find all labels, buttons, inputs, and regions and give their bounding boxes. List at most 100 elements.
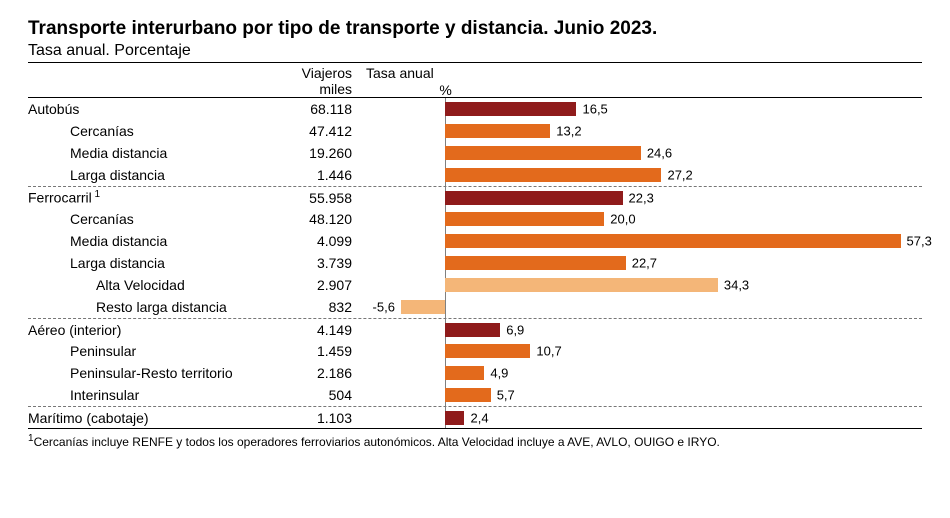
rate-bar (445, 388, 490, 402)
group-row: Autobús68.118 16,5 (28, 98, 922, 120)
sub-row: Media distancia19.260 24,6 (28, 142, 922, 164)
row-value: 47.412 (268, 123, 366, 139)
rate-value-label: 16,5 (582, 102, 607, 117)
rate-bar (445, 168, 661, 182)
row-label: Larga distancia (28, 255, 268, 271)
rate-bar (445, 212, 604, 226)
row-value: 1.446 (268, 167, 366, 183)
sub-row: Larga distancia1.446 27,2 (28, 164, 922, 186)
row-value: 2.186 (268, 365, 366, 381)
row-bar-cell: 34,3 (366, 274, 922, 296)
row-label: Media distancia (28, 233, 268, 249)
rate-value-label: 10,7 (536, 344, 561, 359)
sub-row: Alta Velocidad2.907 34,3 (28, 274, 922, 296)
row-bar-cell: 6,9 (366, 319, 922, 340)
row-label: Media distancia (28, 145, 268, 161)
rate-bar (401, 300, 445, 314)
row-label: Alta Velocidad (28, 277, 268, 293)
col-rate-label: Tasa anual (366, 65, 922, 81)
row-value: 48.120 (268, 211, 366, 227)
row-bar-cell: 16,5 (366, 98, 922, 120)
row-bar-cell: 13,2 (366, 120, 922, 142)
row-value: 832 (268, 299, 366, 315)
row-label: Ferrocarril 1 (28, 189, 268, 206)
row-bar-cell: 4,9 (366, 362, 922, 384)
row-value: 3.739 (268, 255, 366, 271)
rate-bar (445, 256, 625, 270)
row-label: Aéreo (interior) (28, 322, 268, 338)
sub-row: Cercanías48.12020,0 (28, 208, 922, 230)
rate-value-label: 57,3 (907, 234, 932, 249)
col-rate-unit: % (439, 82, 451, 98)
row-label: Marítimo (cabotaje) (28, 410, 268, 426)
row-label: Larga distancia (28, 167, 268, 183)
rate-bar (445, 323, 500, 337)
row-value: 1.103 (268, 410, 366, 426)
group-row: Marítimo (cabotaje)1.103 2,4 (28, 406, 922, 428)
sub-row: Larga distancia3.739 22,7 (28, 252, 922, 274)
header-row-sub: miles % (28, 81, 922, 98)
col-travelers-label: Viajeros (268, 65, 366, 81)
row-value: 2.907 (268, 277, 366, 293)
data-rows: Autobús68.11816,5Cercanías47.41213,2Medi… (28, 98, 922, 429)
rate-value-label: 4,9 (490, 366, 508, 381)
row-bar-cell: 22,3 (366, 187, 922, 208)
sub-row: Peninsular1.459 10,7 (28, 340, 922, 362)
rate-bar (445, 191, 622, 205)
group-row: Ferrocarril 155.958 22,3 (28, 186, 922, 208)
header-row-top: Viajeros Tasa anual (28, 65, 922, 81)
row-bar-cell: 24,6 (366, 142, 922, 164)
sub-row: Peninsular-Resto territorio2.186 4,9 (28, 362, 922, 384)
row-value: 1.459 (268, 343, 366, 359)
zero-axis (445, 296, 446, 318)
rate-bar (445, 146, 640, 160)
sub-row: Cercanías47.412 13,2 (28, 120, 922, 142)
row-label: Peninsular-Resto territorio (28, 365, 268, 381)
rate-bar (445, 124, 550, 138)
row-bar-cell: 27,2 (366, 164, 922, 186)
group-row: Aéreo (interior)4.149 6,9 (28, 318, 922, 340)
rate-value-label: 24,6 (647, 146, 672, 161)
row-label: Resto larga distancia (28, 299, 268, 315)
rate-value-label: 22,3 (629, 190, 654, 205)
row-value: 19.260 (268, 145, 366, 161)
row-bar-cell: 5,7 (366, 384, 922, 406)
rate-value-label: 5,7 (497, 388, 515, 403)
row-bar-cell: 2,4 (366, 407, 922, 428)
rate-value-label: 34,3 (724, 278, 749, 293)
col-travelers-unit: miles (268, 81, 366, 98)
rate-value-label: 2,4 (470, 410, 488, 425)
row-bar-cell: 20,0 (366, 208, 922, 230)
rate-value-label: 6,9 (506, 322, 524, 337)
row-value: 68.118 (268, 101, 366, 117)
sub-row: Interinsular504 5,7 (28, 384, 922, 406)
rate-bar (445, 344, 530, 358)
rate-bar (445, 366, 484, 380)
row-value: 55.958 (268, 190, 366, 206)
row-label: Cercanías (28, 123, 268, 139)
rate-bar (445, 411, 464, 425)
rate-bar (445, 278, 717, 292)
rate-value-label: -5,6 (373, 300, 395, 315)
row-bar-cell: 22,7 (366, 252, 922, 274)
sub-row: Media distancia4.09957,3 (28, 230, 922, 252)
rate-value-label: 27,2 (667, 168, 692, 183)
rate-value-label: 13,2 (556, 124, 581, 139)
row-label: Cercanías (28, 211, 268, 227)
row-label: Interinsular (28, 387, 268, 403)
footnote: 1Cercanías incluye RENFE y todos los ope… (28, 433, 922, 449)
sub-row: Resto larga distancia832 -5,6 (28, 296, 922, 318)
rate-value-label: 22,7 (632, 256, 657, 271)
rate-bar (445, 234, 900, 248)
row-value: 4.099 (268, 233, 366, 249)
row-bar-cell: 57,3 (366, 230, 922, 252)
chart-subtitle: Tasa anual. Porcentaje (28, 42, 922, 63)
row-label: Autobús (28, 101, 268, 117)
row-bar-cell: 10,7 (366, 340, 922, 362)
row-bar-cell: -5,6 (366, 296, 922, 318)
row-label: Peninsular (28, 343, 268, 359)
chart-title: Transporte interurbano por tipo de trans… (28, 18, 922, 40)
row-value: 4.149 (268, 322, 366, 338)
rate-bar (445, 102, 576, 116)
row-value: 504 (268, 387, 366, 403)
